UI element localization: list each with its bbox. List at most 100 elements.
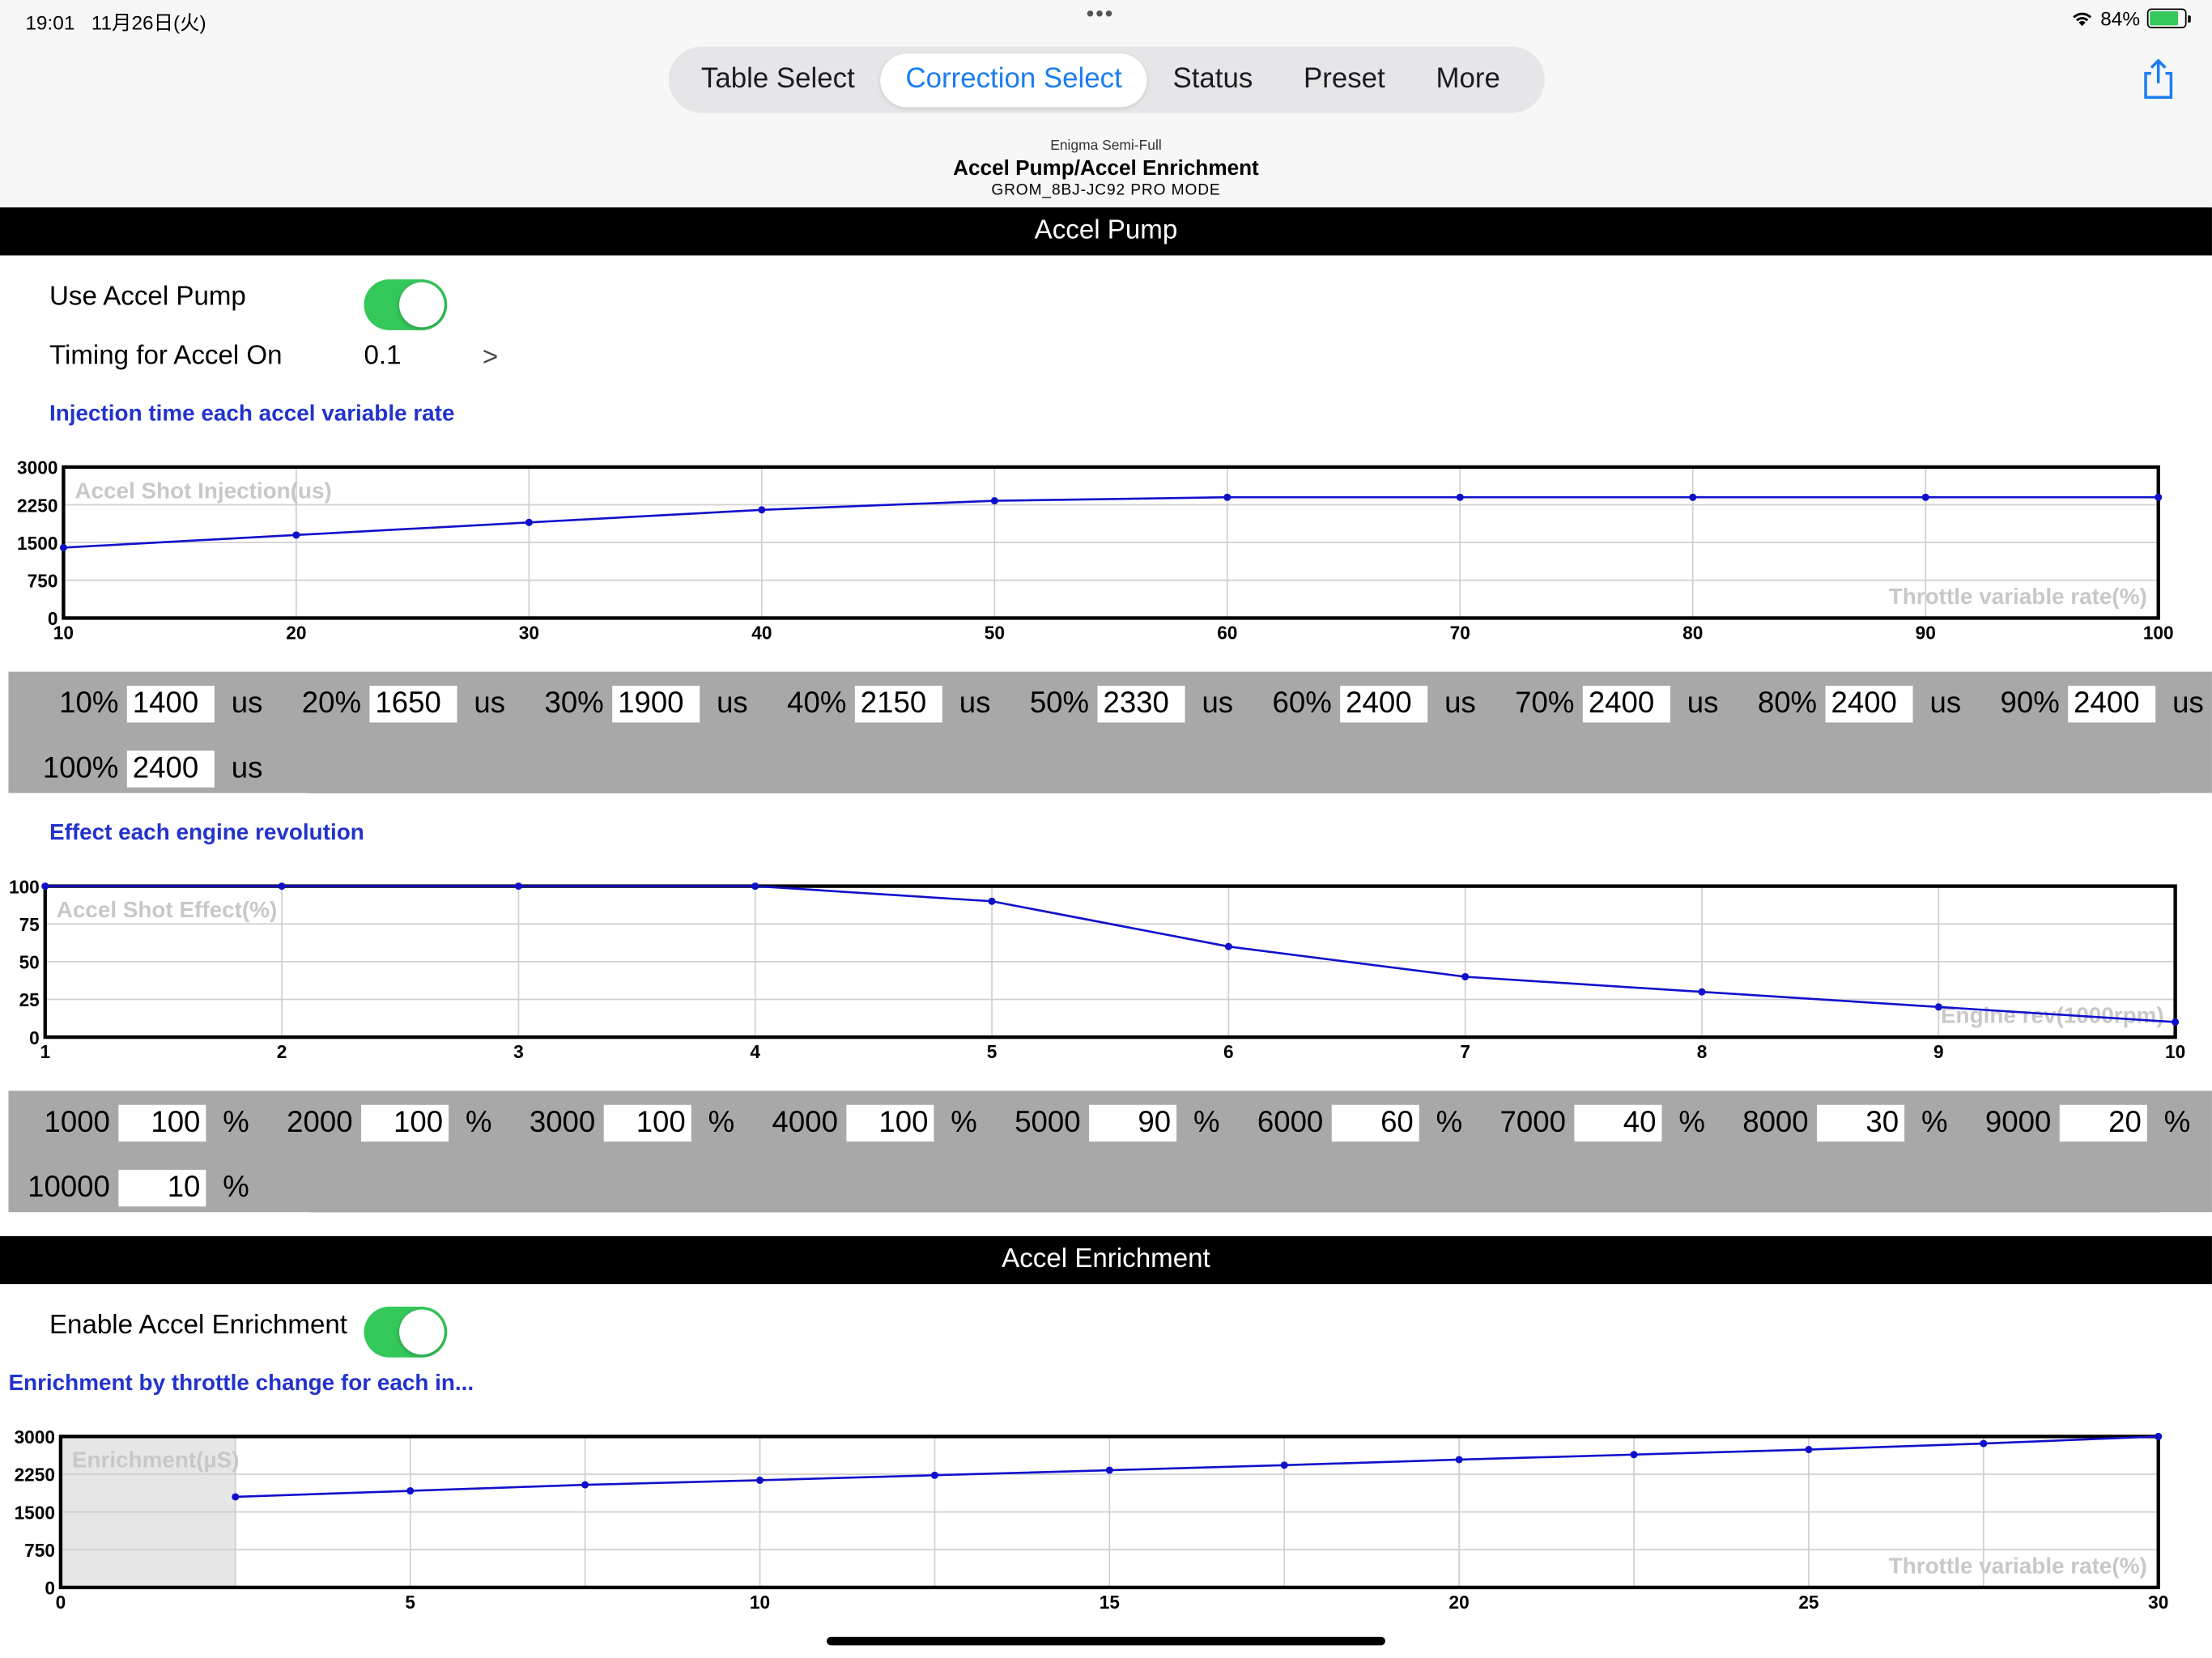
tab-table-select[interactable]: Table Select: [700, 63, 855, 95]
series-line: [63, 495, 2159, 549]
home-indicator: [826, 1636, 1385, 1646]
value-unit: %: [708, 1106, 735, 1139]
effect-chart[interactable]: 0 25 50 75 100 1 2 3 4 5 6 7 8 9 10 Accel Shot Effect(%…: [0, 870, 2212, 1068]
status-bar: 19:01 11月26日(火) ••• 84%: [0, 0, 2212, 40]
value-input[interactable]: [2068, 686, 2156, 723]
value-cell: 100% us: [17, 745, 262, 793]
y-tick-label: 0: [29, 1027, 40, 1048]
timing-accel-on-value[interactable]: 0.1: [364, 341, 402, 372]
x-tick-label: 60: [1217, 623, 1237, 644]
value-input[interactable]: [118, 1104, 206, 1142]
value-unit: %: [1436, 1106, 1463, 1139]
value-label: 6000: [1257, 1106, 1324, 1139]
value-input[interactable]: [854, 686, 942, 723]
y-tick-label: 750: [28, 571, 58, 592]
value-label: 90%: [2000, 687, 2060, 720]
data-point: [988, 897, 996, 905]
status-right: 84%: [2071, 7, 2191, 30]
enrichment-chart[interactable]: 0 750 1500 2250 3000 0 5 10 15 20 25 30 Enrichment(µ…: [0, 1421, 2212, 1618]
y-tick-label: 0: [48, 608, 58, 629]
tab-status[interactable]: Status: [1172, 63, 1253, 95]
value-label: 80%: [1757, 687, 1818, 720]
chart-frame: [62, 465, 2160, 620]
value-cell: 1000%: [8, 1099, 249, 1147]
value-unit: us: [717, 687, 748, 720]
data-point: [514, 882, 522, 891]
value-cell: 10% us: [17, 680, 262, 728]
data-point: [1921, 493, 1929, 501]
data-point: [1630, 1451, 1638, 1459]
status-time: 19:01 11月26日(火): [25, 8, 206, 36]
value-label: 70%: [1515, 687, 1575, 720]
x-tick-label: 20: [286, 623, 306, 644]
value-cell: 6000%: [1222, 1099, 1462, 1147]
enable-accel-enrichment-toggle[interactable]: [364, 1307, 448, 1358]
chart-frame: [58, 1435, 2160, 1590]
value-cell: 5000%: [979, 1099, 1220, 1147]
value-unit: %: [1678, 1106, 1705, 1139]
value-input[interactable]: [1825, 686, 1913, 723]
tab-preset[interactable]: Preset: [1304, 63, 1385, 95]
multitask-dots-icon[interactable]: •••: [1086, 2, 1115, 28]
value-cell: 8000%: [1707, 1099, 1948, 1147]
value-label: 7000: [1499, 1106, 1566, 1139]
value-input[interactable]: [1582, 686, 1670, 723]
value-input[interactable]: [1089, 1104, 1177, 1142]
x-tick-label: 80: [1682, 623, 1703, 644]
data-point: [1805, 1446, 1813, 1454]
tab-segmented-control: Table Select Correction Select Status Prese…: [668, 46, 1545, 113]
value-input[interactable]: [1574, 1104, 1662, 1142]
y-tick-label: 25: [19, 989, 40, 1010]
value-input[interactable]: [126, 686, 215, 723]
y-tick-label: 100: [9, 876, 40, 897]
value-label: 9000: [1984, 1106, 2052, 1139]
value-cell: 60% us: [1230, 680, 1476, 728]
injection-chart[interactable]: 0 750 1500 2250 3000 10 20 30 40 50 60 70 80 90 100 Acc…: [0, 452, 2212, 649]
x-tick-label: 9: [1933, 1041, 1944, 1062]
chart-frame: [43, 884, 2177, 1039]
value-cell: 40% us: [745, 680, 990, 728]
value-label: 1000: [44, 1106, 110, 1139]
series-line: [45, 885, 2176, 1023]
x-tick-label: 5: [405, 1592, 415, 1613]
toggle-knob: [399, 1309, 445, 1355]
y-tick-label: 2250: [15, 1465, 55, 1486]
data-point: [1105, 1466, 1113, 1474]
x-tick-label: 25: [1798, 1592, 1819, 1613]
tab-more[interactable]: More: [1436, 63, 1500, 95]
battery-cap: [2188, 15, 2191, 23]
y-tick-label: 0: [45, 1578, 55, 1599]
data-point: [2155, 1432, 2163, 1440]
data-point: [1461, 972, 1470, 981]
value-input[interactable]: [2059, 1104, 2147, 1142]
value-unit: us: [231, 752, 263, 785]
y-tick-label: 1500: [17, 533, 57, 554]
value-input[interactable]: [126, 750, 215, 788]
value-input[interactable]: [1340, 686, 1428, 723]
timing-accel-on-label: Timing for Accel On: [49, 341, 283, 372]
value-input[interactable]: [1097, 686, 1185, 723]
value-cell: 10000%: [8, 1164, 249, 1212]
title-block: Enigma Semi-Full Accel Pump/Accel Enrich…: [0, 138, 2212, 199]
data-point: [1980, 1439, 1988, 1448]
x-tick-label: 100: [2143, 623, 2174, 644]
value-input[interactable]: [361, 1104, 449, 1142]
value-cell: 90% us: [1958, 680, 2204, 728]
use-accel-pump-toggle[interactable]: [364, 279, 448, 330]
value-input[interactable]: [603, 1104, 691, 1142]
value-input[interactable]: [118, 1169, 206, 1207]
x-tick-label: 5: [987, 1041, 998, 1062]
value-input[interactable]: [369, 686, 457, 723]
value-unit: %: [951, 1106, 977, 1139]
value-input[interactable]: [612, 686, 700, 723]
data-point: [1223, 493, 1231, 501]
value-input[interactable]: [846, 1104, 934, 1142]
share-icon[interactable]: [2138, 57, 2178, 102]
data-point: [59, 543, 67, 551]
value-input[interactable]: [1331, 1104, 1419, 1142]
timing-chevron-icon[interactable]: >: [482, 342, 499, 373]
value-input[interactable]: [1817, 1104, 1905, 1142]
tab-correction-select[interactable]: Correction Select: [880, 53, 1148, 107]
value-unit: us: [1929, 687, 1962, 720]
x-tick-label: 70: [1450, 623, 1470, 644]
